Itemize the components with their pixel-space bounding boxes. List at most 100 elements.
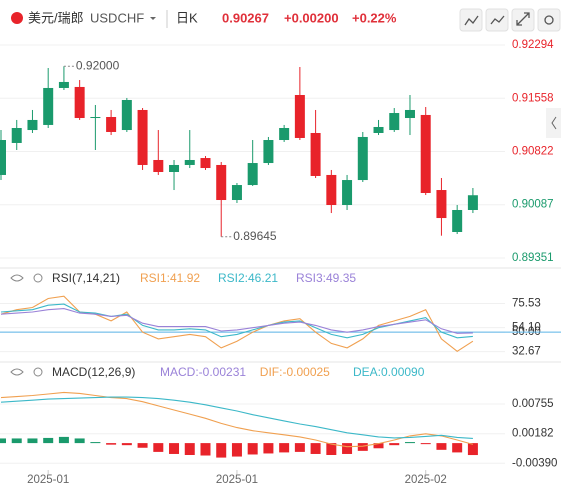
candle-body: [452, 209, 463, 232]
macd-bar: [342, 443, 353, 454]
symbol-name: 美元/瑞郎: [28, 10, 84, 25]
change-pct: +0.22%: [352, 10, 397, 25]
candle-body: [121, 99, 132, 131]
macd-bar: [11, 438, 22, 444]
collapse-tab[interactable]: [546, 108, 561, 138]
macd-bar: [467, 443, 478, 456]
candle-body: [27, 119, 38, 131]
macd-bar: [326, 443, 337, 455]
gear-icon[interactable]: [33, 367, 43, 377]
y-tick-label: 0.91558: [512, 92, 554, 104]
eye-icon[interactable]: [10, 368, 24, 376]
candle-body: [279, 127, 290, 141]
macd-bar: [137, 443, 148, 448]
candle-body: [247, 163, 258, 186]
candle-body: [231, 185, 242, 201]
macd-bar: [58, 436, 69, 444]
macd-bar: [184, 443, 195, 455]
macd-bar: [247, 443, 258, 455]
collapse-arrow: [551, 116, 557, 130]
macd-bar: [216, 443, 227, 458]
macd-bar: [389, 443, 400, 446]
low-label: 0.89645: [233, 229, 277, 243]
candle-body: [373, 126, 384, 133]
macd-bar: [43, 437, 54, 444]
macd-title: MACD(12,26,9): [52, 365, 135, 379]
y-tick-label: 32.67: [512, 346, 541, 358]
legend-entry: RSI1:41.92: [140, 271, 200, 285]
candle-body: [169, 164, 180, 173]
toolbar-icons: [464, 12, 554, 26]
macd-bar: [357, 443, 368, 451]
candle-body: [184, 159, 195, 165]
eye-icon[interactable]: [10, 274, 24, 282]
legend-entry: DEA:0.00090: [353, 365, 425, 379]
legend-entry: MACD:-0.00231: [160, 365, 246, 379]
macd-bar: [436, 443, 447, 450]
macd-bar: [200, 443, 211, 456]
macd-bar: [121, 443, 132, 446]
candle-body: [310, 132, 321, 176]
macd-bar: [153, 443, 164, 452]
candle-body: [420, 114, 431, 193]
price: 0.90267: [222, 10, 269, 25]
high-label: 0.92000: [76, 58, 120, 72]
draw-button[interactable]: [459, 8, 483, 32]
dropdown-arrow[interactable]: [150, 17, 156, 20]
candle-body: [43, 87, 54, 125]
candle-body: [74, 86, 85, 119]
macd-bar: [0, 438, 6, 444]
candle-body: [404, 109, 415, 119]
macd-bar: [231, 443, 242, 457]
candle-body: [342, 180, 353, 206]
y-tick-label: 0.00755: [512, 398, 554, 410]
candle-body: [90, 116, 101, 119]
candle-body: [200, 158, 211, 169]
period[interactable]: 日K: [176, 10, 198, 25]
macd-bar: [452, 443, 463, 453]
macd-bar: [310, 443, 321, 454]
symbol[interactable]: USDCHF: [90, 10, 144, 25]
candle-body: [153, 159, 164, 173]
candle-body: [106, 116, 117, 132]
y-tick-label: 0.90087: [512, 199, 554, 211]
change: +0.00200: [284, 10, 339, 25]
candle-body: [137, 109, 148, 165]
series-line: [0, 396, 473, 439]
candle-body: [436, 190, 447, 219]
candle-body: [11, 127, 22, 143]
y-tick-label: -0.00390: [512, 457, 557, 469]
x-tick-label: 2025-01: [216, 474, 258, 486]
rsi-title: RSI(7,14,21): [52, 271, 120, 285]
candle-body: [389, 113, 400, 131]
y-tick-label: 0.00182: [512, 428, 554, 440]
legend-entry: RSI2:46.21: [218, 271, 278, 285]
macd-bar: [420, 443, 431, 445]
macd-bar: [169, 443, 180, 454]
candle-body: [216, 164, 227, 201]
candle-body: [467, 195, 478, 210]
y-tick-label: 0.92294: [512, 39, 554, 51]
panel-icons: [10, 273, 43, 377]
y-tick-label: 75.53: [512, 298, 541, 310]
macd-bar: [263, 443, 274, 454]
macd-bar: [90, 442, 101, 444]
macd-bar: [294, 443, 305, 452]
flag-icon: [11, 12, 23, 24]
candle-body: [0, 140, 6, 175]
legend-entry: DIF:-0.00025: [260, 365, 330, 379]
series-line: [0, 391, 474, 448]
y-tick-label: 0.89351: [512, 252, 554, 264]
candle-body: [357, 136, 368, 181]
x-tick-label: 2025-02: [405, 474, 447, 486]
gear-icon[interactable]: [33, 273, 43, 283]
macd-bar: [404, 442, 415, 444]
expand-button[interactable]: [511, 8, 535, 32]
settings-button[interactable]: [537, 8, 561, 32]
candle-body: [326, 174, 337, 206]
x-tick-label: 2025-01: [27, 474, 69, 486]
y-tick-label: 54.10: [512, 322, 541, 334]
macd-bar: [279, 443, 290, 453]
